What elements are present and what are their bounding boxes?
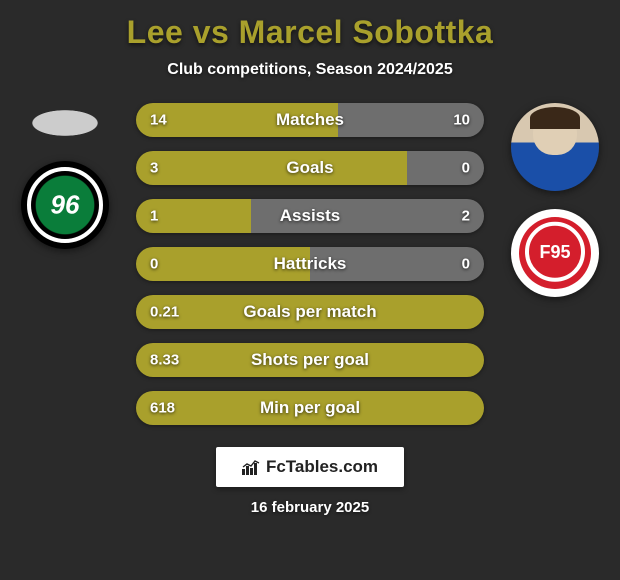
footer: FcTables.com 16 february 2025 <box>216 447 404 516</box>
stat-row: Hattricks 0 0 <box>136 247 484 281</box>
stat-value-right: 0 <box>462 256 470 273</box>
stat-value-right: 2 <box>462 208 470 225</box>
stat-value-left: 3 <box>150 160 158 177</box>
comparison-card: Lee vs Marcel Sobottka Club competitions… <box>0 0 620 580</box>
stat-value-right: 10 <box>453 112 470 129</box>
stat-bar-left <box>136 151 407 185</box>
stat-label: Min per goal <box>260 398 360 418</box>
stat-value-left: 618 <box>150 400 175 417</box>
player1-club-badge <box>21 161 109 249</box>
stat-label: Goals <box>286 158 333 178</box>
stat-value-left: 8.33 <box>150 352 179 369</box>
brand-icon <box>242 459 260 475</box>
stat-row: Assists 1 2 <box>136 199 484 233</box>
player1-avatar <box>21 103 109 143</box>
stat-row: Goals per match 0.21 <box>136 295 484 329</box>
stat-bars: Matches1410Goals30Assists12Hattricks00Go… <box>130 103 490 425</box>
stat-label: Goals per match <box>243 302 376 322</box>
right-side <box>490 103 620 297</box>
stat-value-right: 0 <box>462 160 470 177</box>
stat-value-left: 14 <box>150 112 167 129</box>
stat-row: Matches 14 10 <box>136 103 484 137</box>
stat-row: Goals 3 0 <box>136 151 484 185</box>
stat-label: Hattricks <box>274 254 347 274</box>
footer-date: 16 february 2025 <box>251 499 369 516</box>
stat-value-left: 0.21 <box>150 304 179 321</box>
player2-club-badge <box>511 209 599 297</box>
stat-bar-right <box>407 151 484 185</box>
subtitle: Club competitions, Season 2024/2025 <box>167 61 452 79</box>
content-row: Matches1410Goals30Assists12Hattricks00Go… <box>0 103 620 425</box>
stat-row: Shots per goal 8.33 <box>136 343 484 377</box>
brand-box: FcTables.com <box>216 447 404 487</box>
brand-text: FcTables.com <box>266 457 378 477</box>
stat-row: Min per goal 618 <box>136 391 484 425</box>
player2-avatar <box>511 103 599 191</box>
stat-label: Shots per goal <box>251 350 369 370</box>
stat-label: Assists <box>280 206 340 226</box>
page-title: Lee vs Marcel Sobottka <box>127 14 494 51</box>
left-side <box>0 103 130 249</box>
stat-label: Matches <box>276 110 344 130</box>
stat-value-left: 1 <box>150 208 158 225</box>
stat-value-left: 0 <box>150 256 158 273</box>
